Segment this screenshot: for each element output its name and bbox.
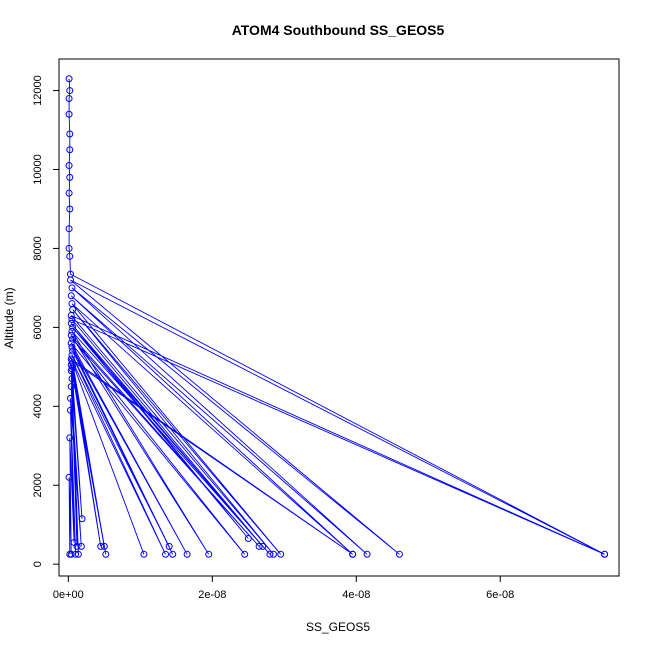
data-point (66, 205, 74, 213)
data-point (269, 550, 277, 558)
data-point (66, 550, 74, 558)
data-point (241, 550, 249, 558)
series-line (68, 78, 605, 555)
data-point (183, 550, 191, 558)
data-point (78, 515, 86, 523)
data-point (66, 87, 74, 95)
data-point (77, 542, 85, 550)
y-axis: 0 2000 4000 6000 8000 10000 12000 (32, 75, 60, 567)
data-point (277, 550, 285, 558)
data-point (65, 110, 73, 118)
data-point (67, 406, 75, 414)
data-point (244, 535, 252, 543)
data-point (67, 331, 75, 339)
y-tick-label: 12000 (32, 75, 44, 106)
series-lines (68, 78, 605, 555)
data-point (68, 327, 76, 335)
y-tick-label: 2000 (32, 473, 44, 497)
data-point (349, 550, 357, 558)
x-tick-label: 6e-08 (486, 589, 514, 601)
data-point (67, 276, 75, 284)
data-point (68, 284, 76, 292)
data-point (69, 335, 77, 343)
data-point (140, 550, 148, 558)
data-point (363, 550, 371, 558)
data-point (70, 538, 78, 546)
data-point (102, 550, 110, 558)
data-point (67, 339, 75, 347)
data-point (66, 130, 74, 138)
data-point (165, 542, 173, 550)
data-point (97, 542, 105, 550)
data-point (169, 550, 177, 558)
data-point (67, 394, 75, 402)
x-axis-label: SS_GEOS5 (306, 620, 370, 634)
data-point (162, 550, 170, 558)
x-tick-label: 2e-08 (198, 589, 226, 601)
data-point (65, 244, 73, 252)
chart-title: ATOM4 Southbound SS_GEOS5 (232, 22, 445, 38)
data-point (66, 173, 74, 181)
y-axis-label: Altitude (m) (2, 287, 16, 348)
data-point (255, 542, 263, 550)
data-point (259, 542, 267, 550)
data-point (68, 343, 76, 351)
data-point (395, 550, 403, 558)
x-tick-label: 0e+00 (53, 589, 84, 601)
y-tick-label: 8000 (32, 236, 44, 260)
data-point (100, 542, 108, 550)
x-tick-label: 4e-08 (342, 589, 370, 601)
data-point (68, 375, 76, 383)
data-point (68, 300, 76, 308)
data-point (67, 292, 75, 300)
data-point (66, 252, 74, 260)
y-tick-label: 6000 (32, 315, 44, 339)
data-point (65, 94, 73, 102)
data-point (205, 550, 213, 558)
data-point (65, 473, 73, 481)
data-point (68, 315, 76, 323)
data-point (266, 550, 274, 558)
series-points (65, 75, 609, 558)
data-point (65, 162, 73, 170)
data-point (69, 347, 77, 355)
data-point (65, 75, 73, 83)
data-point (601, 550, 609, 558)
data-point (66, 434, 74, 442)
data-point (67, 367, 75, 375)
data-point (65, 189, 73, 197)
data-point (69, 306, 77, 314)
data-point (67, 312, 75, 320)
data-point (69, 323, 77, 331)
data-point (67, 383, 75, 391)
y-tick-label: 4000 (32, 394, 44, 418)
x-axis: 0e+00 2e-08 4e-08 6e-08 (53, 575, 514, 601)
y-tick-label: 10000 (32, 154, 44, 185)
data-point (65, 225, 73, 233)
data-point (66, 146, 74, 154)
y-tick-label: 0 (32, 561, 44, 567)
data-point (67, 319, 75, 327)
data-point (74, 550, 82, 558)
